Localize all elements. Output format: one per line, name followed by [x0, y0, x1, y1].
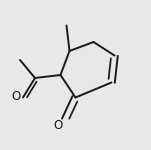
Text: O: O	[54, 119, 63, 132]
Text: O: O	[12, 90, 21, 102]
